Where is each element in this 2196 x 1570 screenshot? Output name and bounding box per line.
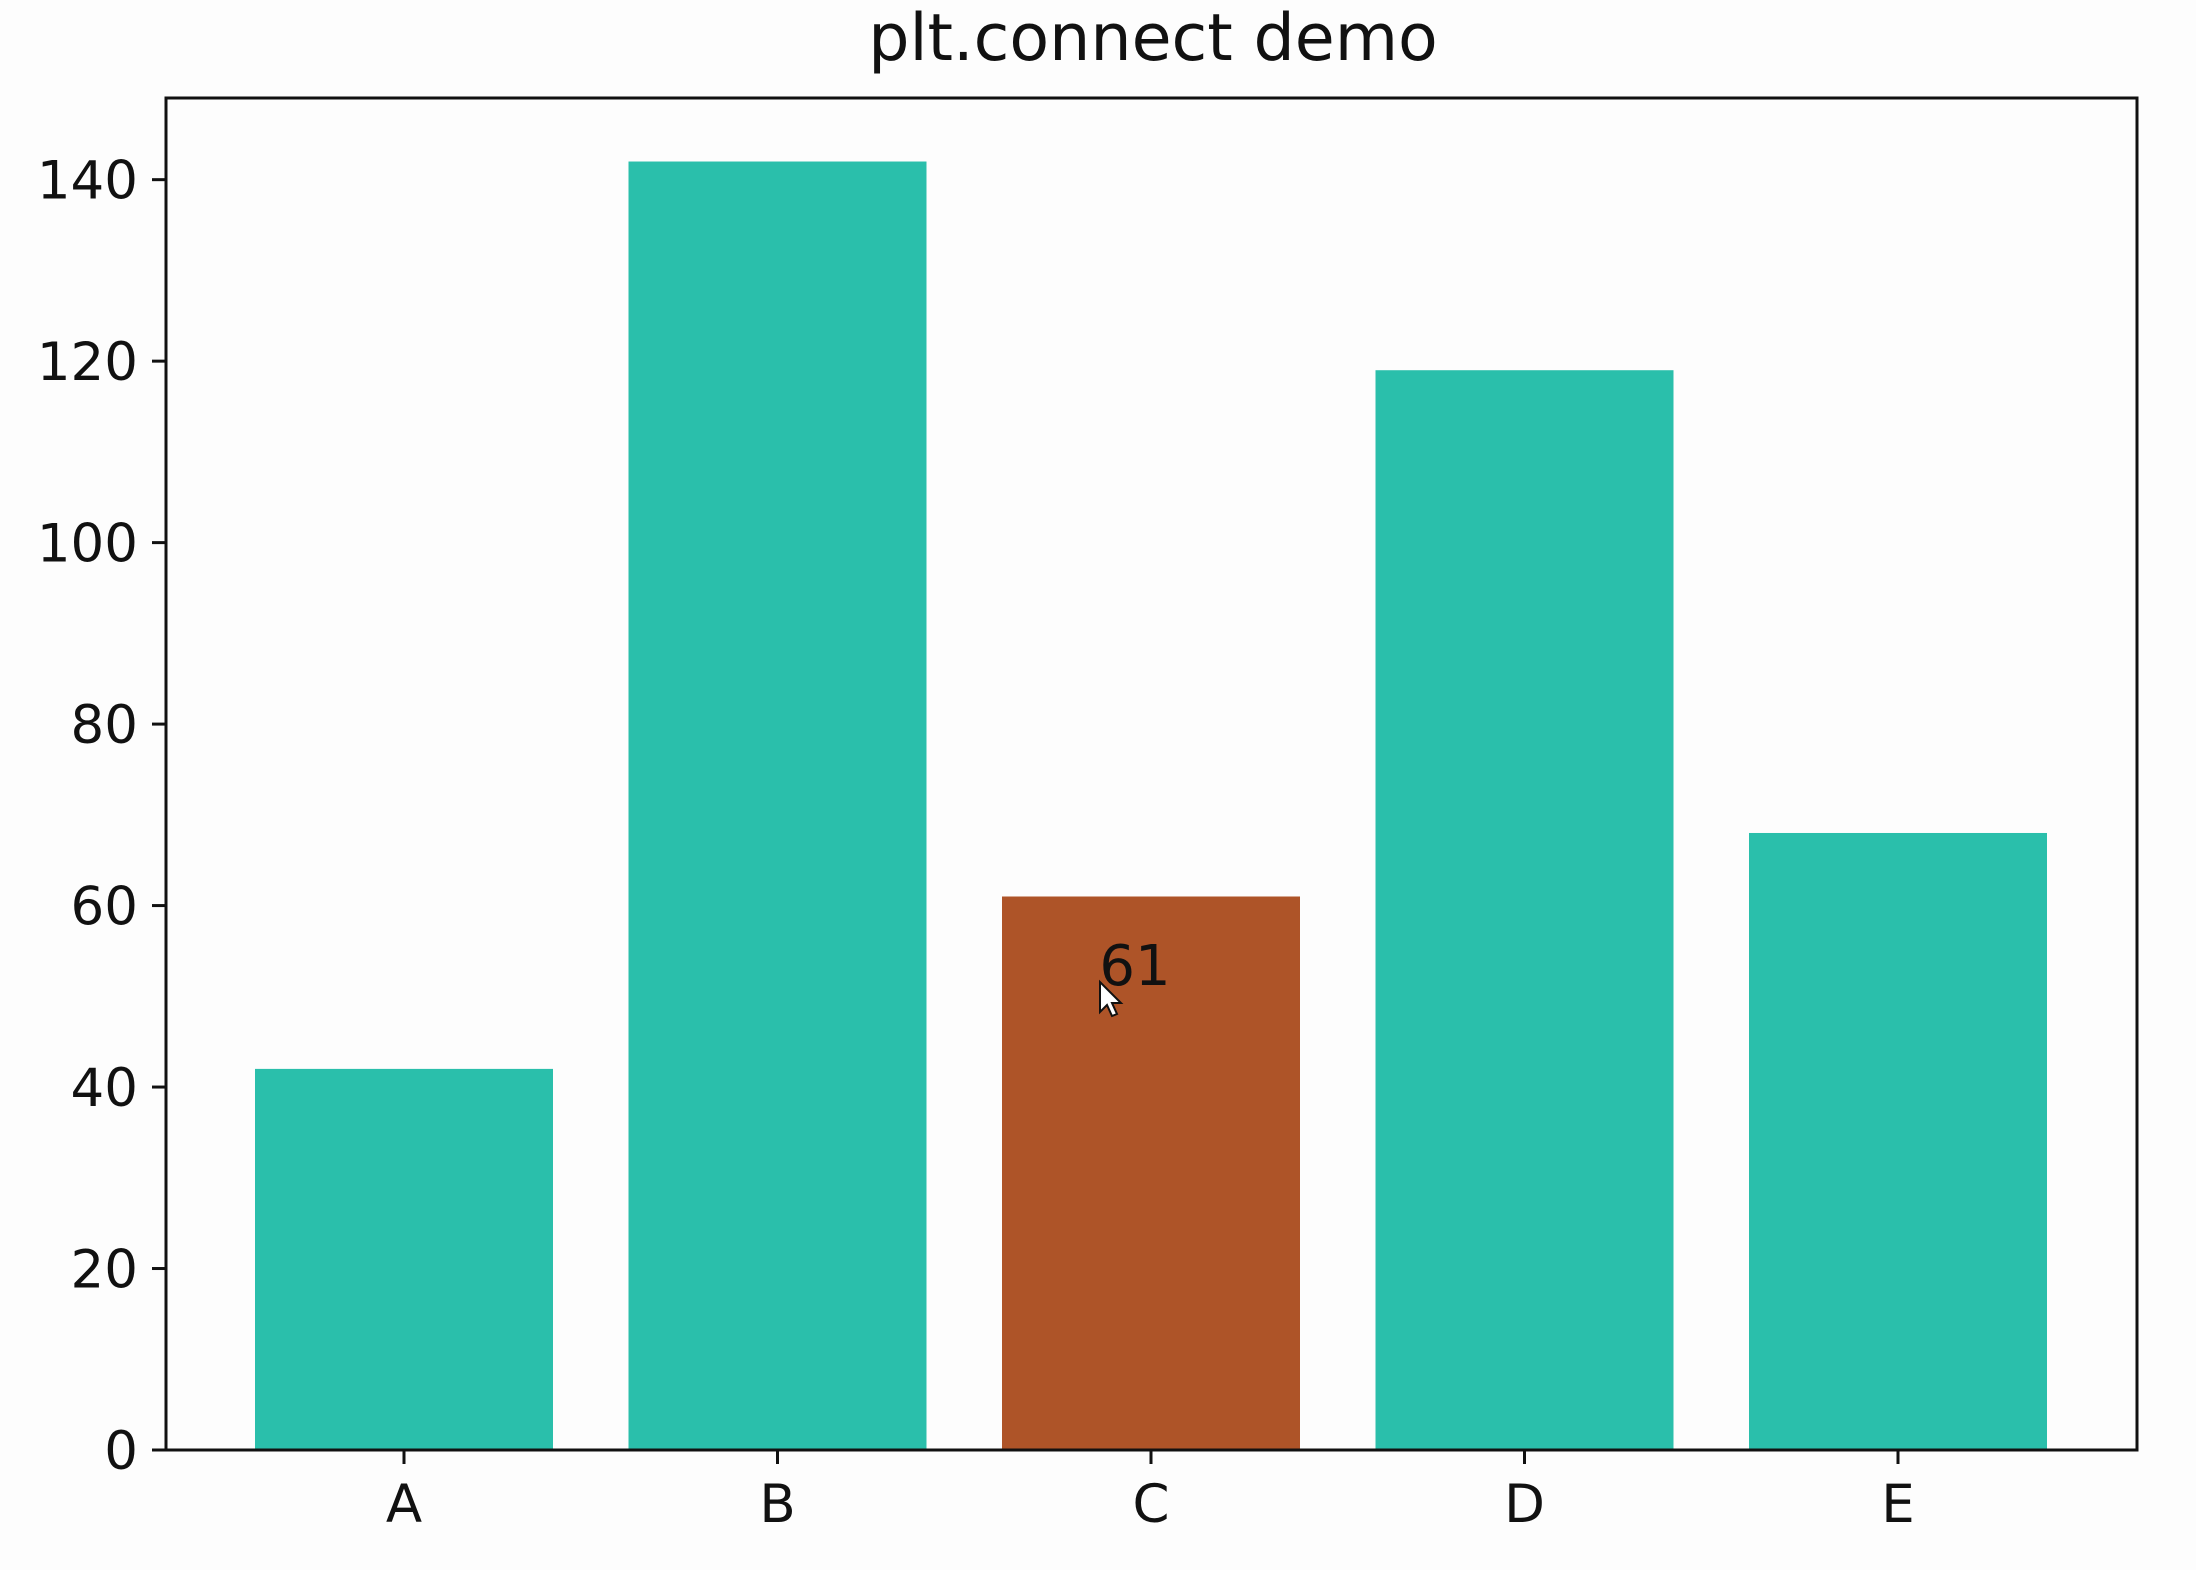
- bars-layer: [255, 161, 2047, 1451]
- plot-frame: [164, 96, 2139, 1452]
- x-tick-label: E: [1881, 1474, 1915, 1535]
- y-tick-label: 100: [37, 514, 138, 575]
- y-tick-label: 0: [104, 1421, 138, 1482]
- x-axis: A B C D E: [386, 1450, 1915, 1535]
- y-tick-label: 80: [71, 695, 138, 756]
- x-tick-label: C: [1132, 1474, 1169, 1535]
- y-tick-label: 20: [71, 1240, 138, 1301]
- bar-a[interactable]: [255, 1068, 553, 1450]
- y-tick-label: 140: [37, 151, 138, 212]
- bar-c[interactable]: [1002, 896, 1300, 1450]
- bar-d[interactable]: [1375, 370, 1674, 1451]
- bar-e[interactable]: [1749, 832, 2047, 1450]
- x-tick-label: A: [386, 1474, 422, 1535]
- y-tick-label: 60: [71, 877, 138, 938]
- mouse-pointer-icon: [1099, 979, 1124, 1018]
- x-tick-label: B: [759, 1474, 795, 1535]
- chart-title: plt.connect demo: [868, 1, 1438, 76]
- y-tick-label: 120: [37, 332, 138, 393]
- y-tick-label: 40: [71, 1058, 138, 1119]
- x-tick-label: D: [1504, 1474, 1545, 1535]
- y-axis: 0 20 40 60 80 100 120 140: [37, 151, 166, 1482]
- bar-b[interactable]: [628, 161, 927, 1450]
- bar-value-annotation: 61: [1099, 934, 1170, 999]
